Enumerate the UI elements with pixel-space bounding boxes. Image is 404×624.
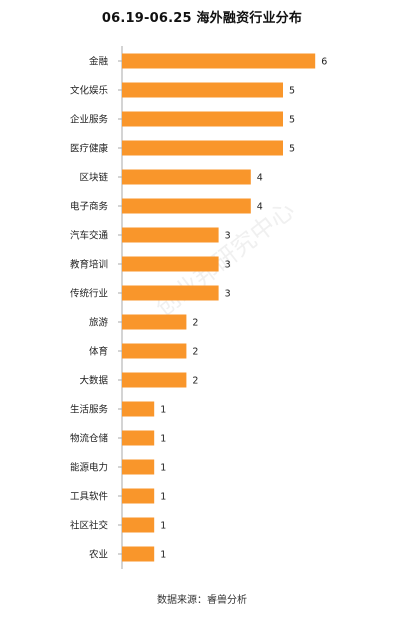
bar <box>122 169 251 185</box>
bar <box>122 227 219 243</box>
bar <box>122 546 155 562</box>
value-label: 1 <box>160 492 166 503</box>
bar <box>122 256 219 272</box>
bar <box>122 401 155 417</box>
bar <box>122 140 283 156</box>
value-label: 3 <box>225 260 231 271</box>
category-label: 生活服务 <box>70 404 109 416</box>
value-label: 5 <box>289 86 295 97</box>
value-label: 2 <box>192 318 198 329</box>
value-label: 3 <box>225 231 231 242</box>
value-label: 1 <box>160 550 166 561</box>
bar <box>122 372 187 388</box>
chart-title: 06.19-06.25 海外融资行业分布 <box>101 11 303 26</box>
category-label: 物流仓储 <box>70 433 109 445</box>
bar <box>122 285 219 301</box>
value-label: 1 <box>160 463 166 474</box>
bar <box>122 459 155 475</box>
category-label: 区块链 <box>79 172 108 184</box>
value-label: 4 <box>257 173 263 184</box>
bar <box>122 430 155 446</box>
value-label: 6 <box>321 57 327 68</box>
data-source: 数据来源：睿兽分析 <box>157 595 247 606</box>
category-label: 社区社交 <box>70 520 109 532</box>
bar <box>122 111 283 127</box>
category-label: 医疗健康 <box>70 143 109 155</box>
category-label: 农业 <box>89 549 108 561</box>
bar <box>122 517 155 533</box>
value-label: 5 <box>289 115 295 126</box>
bar <box>122 198 251 214</box>
category-label: 传统行业 <box>70 288 108 300</box>
category-label: 能源电力 <box>70 462 108 474</box>
category-label: 体育 <box>89 346 108 358</box>
category-label: 文化娱乐 <box>70 85 109 97</box>
value-label: 1 <box>160 434 166 445</box>
value-label: 3 <box>225 289 231 300</box>
value-label: 2 <box>192 376 198 387</box>
category-label: 金融 <box>89 56 109 68</box>
bar <box>122 343 187 359</box>
category-label: 旅游 <box>89 317 109 329</box>
bar <box>122 488 155 504</box>
category-label: 教育培训 <box>70 259 108 271</box>
value-label: 2 <box>192 347 198 358</box>
category-label: 企业服务 <box>70 114 109 126</box>
value-label: 1 <box>160 521 166 532</box>
category-label: 电子商务 <box>70 201 109 213</box>
category-label: 大数据 <box>79 375 108 387</box>
category-label: 汽车交通 <box>70 230 109 242</box>
bar <box>122 314 187 330</box>
bar <box>122 53 316 69</box>
value-label: 1 <box>160 405 166 416</box>
category-label: 工具软件 <box>70 491 109 503</box>
bar <box>122 82 283 98</box>
value-label: 5 <box>289 144 295 155</box>
value-label: 4 <box>257 202 263 213</box>
